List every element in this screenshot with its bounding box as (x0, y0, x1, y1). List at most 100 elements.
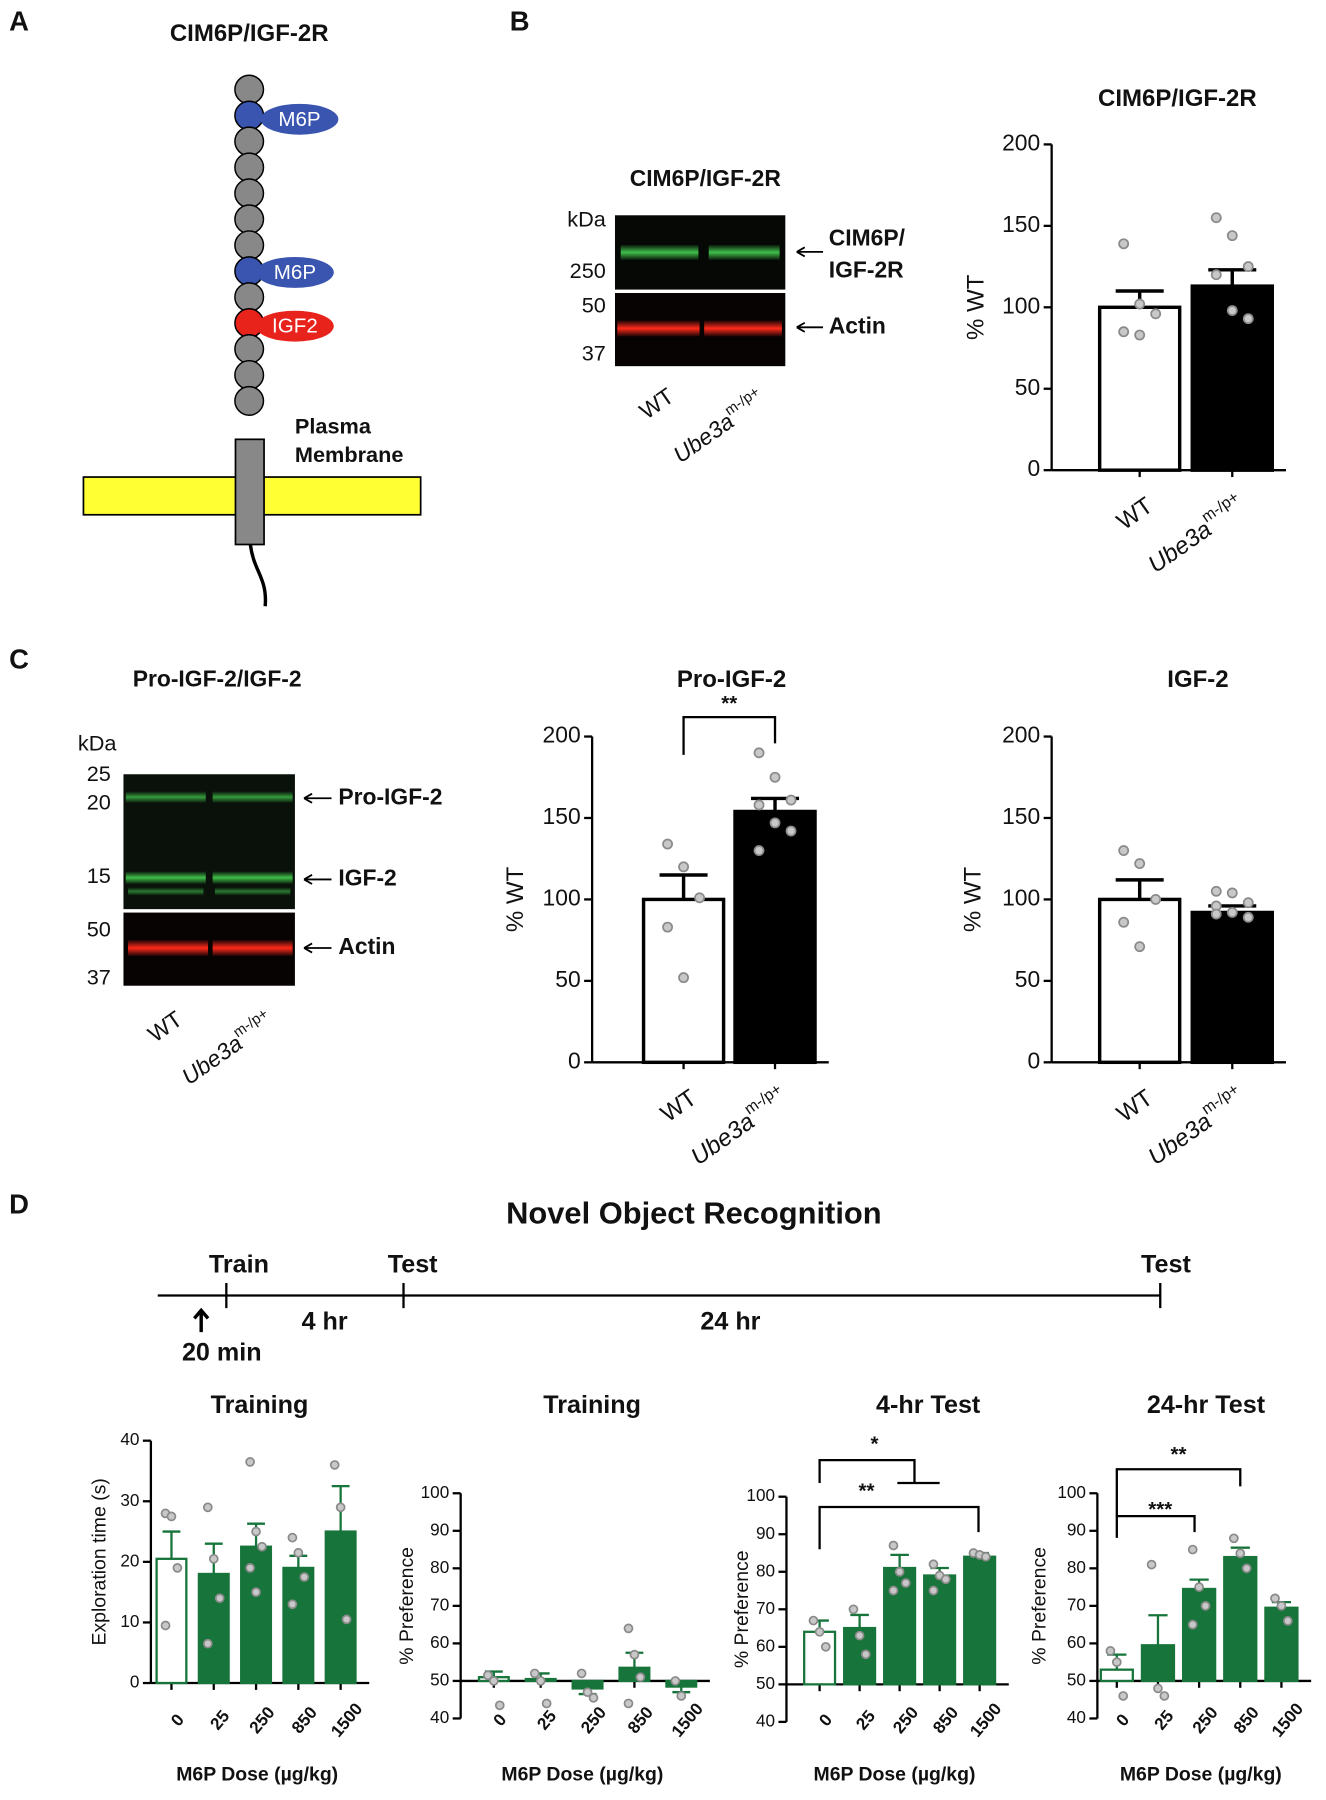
arrow (796, 246, 824, 333)
x-tick-label: Ube3am-/p+ (1141, 1081, 1251, 1171)
data-point (202, 1638, 213, 1649)
blot-title: CIM6P/IGF-2R (630, 165, 782, 191)
band (214, 887, 291, 896)
data-point (588, 1692, 599, 1703)
band (125, 791, 206, 803)
data-point (785, 794, 797, 806)
data-point (1118, 845, 1130, 856)
band-label: IGF-2 (338, 864, 396, 890)
y-tick-label: 50 (430, 1669, 449, 1689)
data-point (535, 1676, 546, 1686)
x-tick-label: 25 (852, 1706, 880, 1734)
y-tick-label: 200 (543, 722, 581, 748)
band (128, 940, 209, 957)
y-tick-label: 40 (756, 1710, 775, 1730)
data-point (576, 1668, 587, 1679)
data-point (820, 1641, 831, 1652)
chart-title: Pro-IGF-2 (677, 666, 786, 693)
tail (248, 544, 268, 607)
x-tick-label: 25 (206, 1706, 234, 1734)
site-label: M6P (274, 261, 316, 284)
data-point (251, 1526, 261, 1537)
transmembrane-domain (234, 438, 265, 546)
data-point (854, 1630, 865, 1641)
data-point (1159, 1691, 1170, 1701)
x-tick-label: 250 (576, 1702, 610, 1737)
superscript: m-/p+ (1199, 1081, 1243, 1119)
data-point (623, 1698, 634, 1709)
data-point (1146, 1559, 1157, 1570)
y-tick-label: 0 (568, 1047, 581, 1073)
band-label: Pro-IGF-2 (338, 783, 442, 809)
bar (1099, 1668, 1134, 1683)
data-point (1187, 1619, 1198, 1630)
data-point (1229, 1533, 1239, 1544)
y-tick-label: 40 (120, 1429, 139, 1449)
x-tick-label: 25 (533, 1706, 561, 1734)
bar (733, 809, 817, 1065)
x-tick-label: 850 (1229, 1702, 1263, 1737)
data-point (894, 1566, 905, 1577)
blot-title: Pro-IGF-2/IGF-2 (133, 666, 302, 692)
domain (234, 204, 265, 235)
y-tick-label: 90 (1067, 1519, 1086, 1539)
data-point (670, 1676, 681, 1686)
data-point (1118, 916, 1130, 928)
data-point (245, 1457, 255, 1467)
data-point (541, 1698, 552, 1709)
y-tick-label: 40 (1067, 1707, 1086, 1727)
timeline: Novel Object Recognition Train Test Test… (157, 1196, 1191, 1366)
data-point (753, 747, 765, 759)
chart-title: Training (211, 1391, 309, 1419)
data-point (1242, 911, 1254, 923)
band (708, 245, 780, 260)
data-point (245, 1563, 255, 1573)
significance-bracket (818, 1458, 940, 1485)
x-tick-label: Ube3am-/p+ (1141, 489, 1251, 579)
chart-title: 4-hr Test (876, 1391, 981, 1419)
y-tick-label: 60 (756, 1635, 775, 1655)
data-point (1134, 858, 1146, 870)
marker: 15 (87, 863, 111, 888)
data-point (172, 1563, 183, 1573)
band (212, 940, 293, 957)
data-point (888, 1585, 899, 1596)
marker: 250 (570, 258, 606, 283)
data-point (1241, 1563, 1252, 1574)
x-tick-label: 1500 (326, 1699, 366, 1741)
x-tick-label: 1500 (1267, 1699, 1307, 1741)
y-axis-label: % Preference (396, 1547, 418, 1665)
y-tick-label: 150 (1002, 211, 1040, 237)
x-tick-label: WT (1112, 492, 1158, 536)
y-tick-label: 60 (1067, 1632, 1086, 1652)
y-tick-label: 0 (1028, 455, 1041, 481)
data-point (166, 1511, 177, 1522)
event-label: Train (209, 1250, 269, 1278)
domain (234, 100, 265, 131)
x-tick-label: 250 (1188, 1702, 1222, 1737)
data-point (1226, 230, 1238, 242)
lane-label: Ube3a (668, 408, 738, 468)
domain (234, 385, 265, 416)
bar (1190, 910, 1274, 1065)
arrow (193, 1307, 210, 1333)
y-tick-label: 50 (1067, 1669, 1086, 1689)
band (212, 791, 293, 803)
x-axis-label: M6P Dose (µg/kg) (1120, 1764, 1282, 1786)
data-point (1226, 305, 1238, 316)
data-point (940, 1574, 951, 1585)
band (128, 887, 204, 896)
western-blot: Pro-IGF-2/IGF-2 kDa 25 20 15 50 37 Pro-I… (78, 666, 443, 1090)
pre-label: 20 min (182, 1338, 262, 1366)
y-tick-label: 100 (1057, 1482, 1086, 1502)
data-point (1187, 1544, 1198, 1555)
data-point (769, 817, 781, 829)
interval-label: 24 hr (700, 1308, 760, 1336)
x-tick-label: 0 (166, 1710, 187, 1730)
data-point (1210, 212, 1222, 224)
significance-bracket (1115, 1514, 1196, 1538)
data-point (785, 825, 797, 837)
bar (571, 1679, 604, 1690)
y-tick-label: 90 (756, 1523, 775, 1543)
data-point (629, 1649, 640, 1660)
